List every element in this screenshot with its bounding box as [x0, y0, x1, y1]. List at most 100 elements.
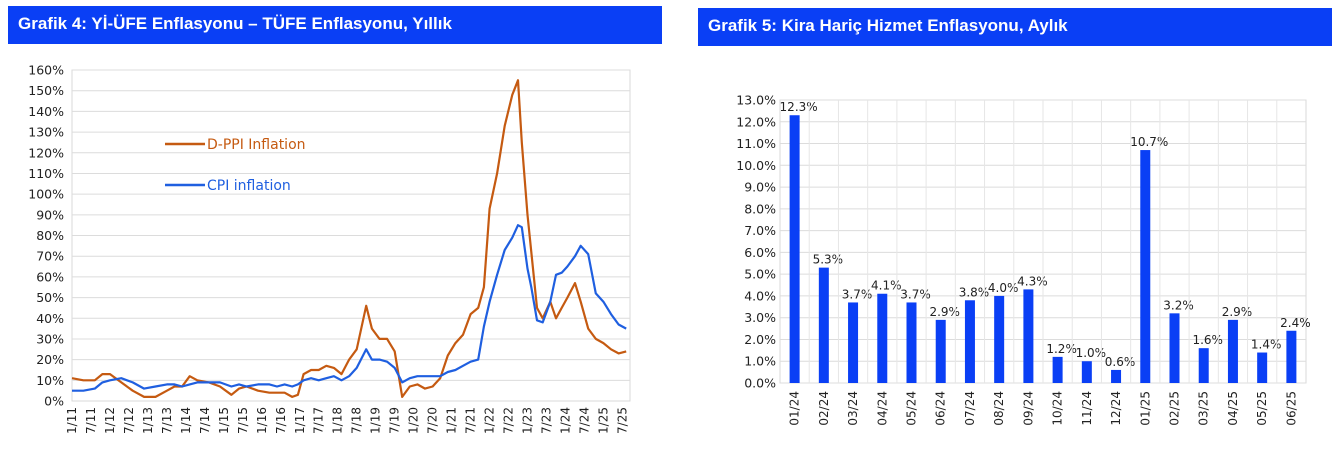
chart1-x-tick: 7/25: [615, 407, 629, 434]
chart2-y-tick: 6.0%: [744, 245, 776, 260]
chart2-bar: [1227, 319, 1238, 383]
chart2-x-tick: 07/24: [963, 391, 977, 426]
chart1-y-tick: 150%: [28, 83, 64, 98]
chart2-bar: [1111, 369, 1122, 383]
chart1-x-tick: 7/19: [388, 407, 402, 434]
chart1-y-tick: 110%: [28, 166, 64, 181]
chart1-x-tick: 7/20: [426, 407, 440, 434]
chart1-x-tick: 1/22: [483, 407, 497, 434]
chart1-x-tick: 1/21: [445, 407, 459, 434]
chart1-x-tick: 1/20: [407, 407, 421, 434]
chart1-x-tick: 1/14: [179, 407, 193, 434]
chart1-y-tick: 30%: [36, 331, 64, 346]
chart1-x-tick: 1/11: [65, 407, 79, 434]
chart2-data-label: 3.7%: [900, 287, 931, 301]
chart2-data-label: 12.3%: [780, 100, 818, 114]
chart2-y-tick: 13.0%: [736, 93, 776, 108]
chart2-data-label: 1.0%: [1076, 346, 1107, 360]
chart1-series-cpi-line: [72, 224, 627, 392]
chart1-legend-dppi-label: D-PPI Inflation: [207, 137, 306, 153]
chart1-legend-cpi-label: CPI inflation: [207, 178, 291, 194]
chart2-bar: [818, 267, 829, 383]
chart2-bar: [1198, 348, 1209, 383]
chart2-data-label: 4.0%: [988, 281, 1019, 295]
chart2-y-tick: 5.0%: [744, 267, 776, 282]
chart2-bar: [964, 300, 975, 383]
chart2-x-tick: 04/24: [875, 391, 889, 426]
chart2-x-tick: 04/25: [1226, 391, 1240, 426]
chart2-x-tick: 03/25: [1197, 391, 1211, 426]
chart1-x-tick: 1/19: [369, 407, 383, 434]
chart2-y-tick: 0.0%: [744, 376, 776, 391]
chart2-bar: [994, 295, 1005, 383]
chart2-title: Grafik 5: Kira Hariç Hizmet Enflasyonu, …: [698, 8, 1332, 46]
chart2-bar: [935, 319, 946, 383]
chart1-x-tick: 7/21: [464, 407, 478, 434]
chart2-data-label: 4.1%: [871, 279, 902, 293]
chart2-x-tick: 10/24: [1051, 391, 1065, 426]
chart1-y-tick: 10%: [36, 373, 64, 388]
chart2-data-label: 1.6%: [1192, 333, 1223, 347]
chart2-x-tick: 01/24: [788, 391, 802, 426]
chart1-x-tick: 1/12: [103, 407, 117, 434]
chart1-x-tick: 1/13: [141, 407, 155, 434]
chart2-data-label: 0.6%: [1105, 355, 1136, 369]
chart1-x-tick: 7/17: [312, 407, 326, 434]
chart1-x-tick: 1/24: [558, 407, 572, 434]
chart1-y-tick: 80%: [36, 228, 64, 243]
chart2-y-tick: 12.0%: [736, 114, 776, 129]
chart2-x-tick: 06/25: [1284, 391, 1298, 426]
chart2-bar: [1140, 150, 1151, 383]
chart1-y-tick: 0%: [44, 394, 64, 409]
chart2-y-tick: 7.0%: [744, 223, 776, 238]
chart1-series-dppi-line: [71, 79, 627, 398]
chart2-x-tick: 03/24: [846, 391, 860, 426]
chart1-x-tick: 7/24: [577, 407, 591, 434]
chart1-y-tick: 140%: [28, 104, 64, 119]
chart2-data-label: 2.4%: [1280, 316, 1311, 330]
chart1-y-tick: 100%: [28, 187, 64, 202]
chart2-x-tick: 05/24: [905, 391, 919, 426]
chart2-bar: [1286, 330, 1297, 383]
chart2-bar: [848, 302, 859, 383]
chart2-data-label: 1.2%: [1046, 342, 1077, 356]
chart2-x-tick: 08/24: [992, 391, 1006, 426]
chart2-y-tick: 10.0%: [736, 158, 776, 173]
chart1-x-tick: 7/22: [502, 407, 516, 434]
chart1-x-tick: 1/15: [217, 407, 231, 434]
chart1-x-tick: 1/23: [521, 407, 535, 434]
chart2-bar: [1257, 352, 1268, 383]
chart2-y-tick: 11.0%: [736, 136, 776, 151]
chart2-y-tick: 8.0%: [744, 201, 776, 216]
chart2-bar: [906, 302, 917, 383]
chart1-y-tick: 60%: [36, 269, 64, 284]
chart2-y-tick: 4.0%: [744, 288, 776, 303]
chart2-x-tick: 06/24: [934, 391, 948, 426]
chart1-y-tick: 50%: [36, 290, 64, 305]
chart2-bar: [1081, 361, 1092, 383]
chart2-bar: [1169, 313, 1180, 383]
chart2-data-label: 4.3%: [1017, 274, 1048, 288]
chart1-x-tick: 1/25: [596, 407, 610, 434]
chart1-x-tick: 7/13: [160, 407, 174, 434]
chart2-data-label: 10.7%: [1130, 135, 1168, 149]
chart1-x-tick: 1/17: [293, 407, 307, 434]
chart2-data-label: 3.8%: [959, 285, 990, 299]
chart2-bar: [877, 293, 888, 383]
chart1-x-tick: 7/16: [274, 407, 288, 434]
chart1-y-tick: 20%: [36, 352, 64, 367]
chart1-y-tick: 130%: [28, 125, 64, 140]
chart1-title: Grafik 4: Yİ-ÜFE Enflasyonu – TÜFE Enfla…: [8, 6, 662, 44]
chart2-y-tick: 1.0%: [744, 354, 776, 369]
chart2-x-tick: 05/25: [1255, 391, 1269, 426]
chart1-x-tick: 1/16: [255, 407, 269, 434]
chart2-data-label: 2.9%: [929, 305, 960, 319]
chart2-data-label: 2.9%: [1222, 305, 1253, 319]
chart1-x-tick: 1/18: [331, 407, 345, 434]
chart1-x-tick: 7/12: [122, 407, 136, 434]
chart1-x-tick: 7/14: [198, 407, 212, 434]
chart1-x-tick: 7/18: [350, 407, 364, 434]
chart2-y-tick: 9.0%: [744, 180, 776, 195]
chart2-x-tick: 02/25: [1168, 391, 1182, 426]
